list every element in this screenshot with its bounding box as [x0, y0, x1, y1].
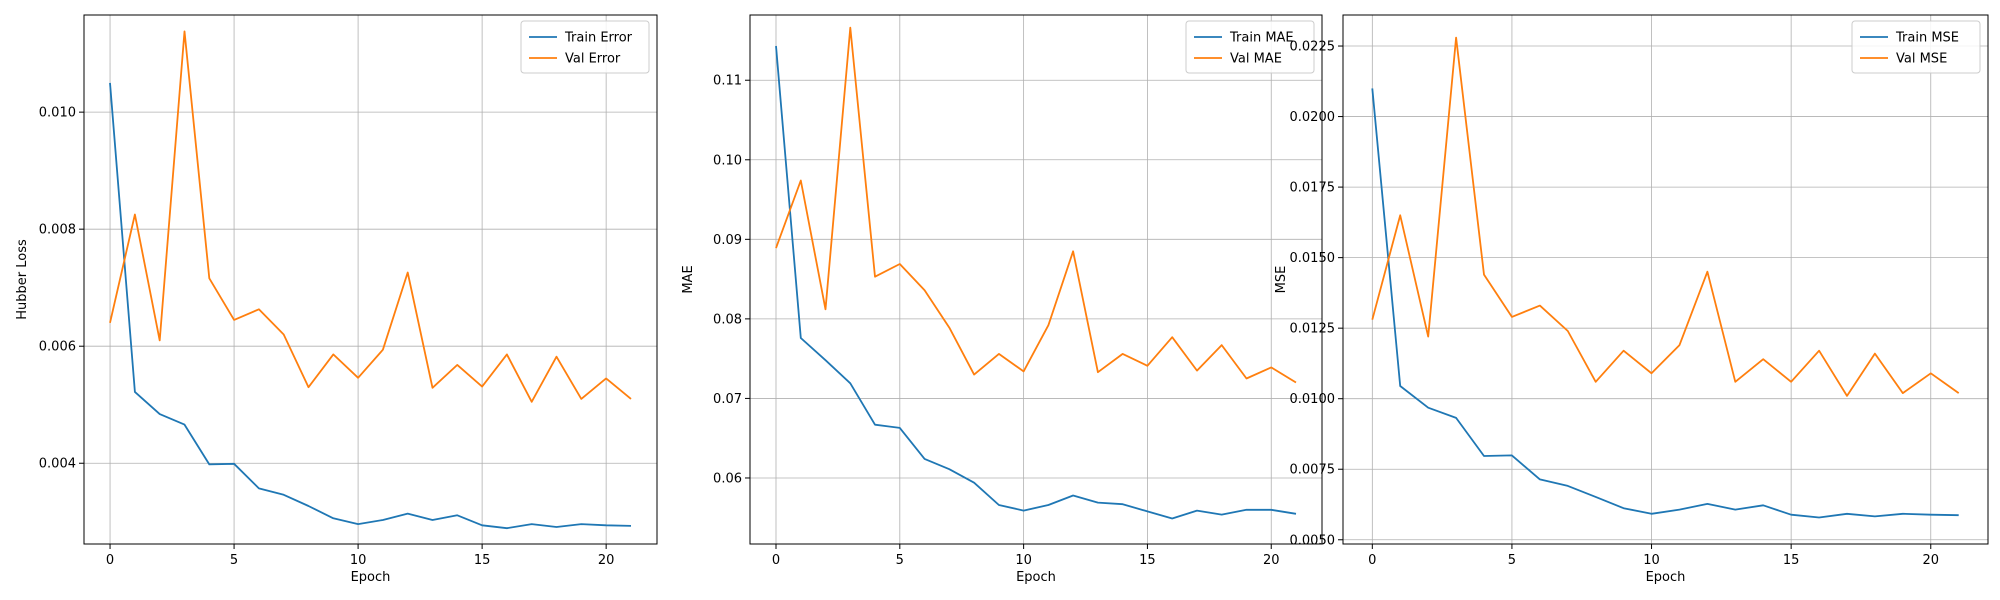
- chart-panel-3: 0 5 10 15 20 0.0050 0.0075 0.0100 0.0125 0.0150 0.…: [1274, 14, 1989, 585]
- x-tick-label: 10: [1015, 553, 1032, 568]
- y-tick-label: 0.09: [713, 233, 742, 248]
- y-tick-label: 0.010: [39, 106, 76, 121]
- y-tick-label: 0.08: [713, 312, 742, 327]
- plot-frame: [1342, 14, 1989, 545]
- x-tick-label: 5: [896, 553, 904, 568]
- legend-label-1: Train MSE: [1895, 31, 1959, 46]
- legend: Train MSE Val MSE: [1851, 20, 1981, 74]
- legend: Train Error Val Error: [520, 20, 650, 74]
- legend-label-1: Train Error: [564, 31, 633, 46]
- legend-label-1: Train MAE: [1229, 31, 1294, 46]
- y-tick-label: 0.10: [713, 153, 742, 168]
- x-tick-label: 5: [230, 553, 238, 568]
- x-tick-label: 20: [1922, 553, 1939, 568]
- y-tick-label: 0.0125: [1290, 322, 1336, 337]
- x-tick-label: 10: [1643, 553, 1660, 568]
- x-axis-label: Epoch: [351, 570, 391, 585]
- y-tick-label: 0.0100: [1290, 392, 1336, 407]
- y-tick-label: 0.0200: [1290, 110, 1336, 125]
- legend: Train MAE Val MAE: [1185, 20, 1315, 74]
- y-tick-label: 0.11: [713, 74, 742, 89]
- series-line-1: [1371, 88, 1959, 519]
- legend-box: [1185, 20, 1315, 74]
- y-tick-label: 0.07: [713, 392, 742, 407]
- series-line-1: [109, 82, 632, 530]
- y-tick-label: 0.006: [39, 340, 76, 355]
- x-axis-label: Epoch: [1016, 570, 1056, 585]
- chart-panel-1: 0 5 10 15 20 0.004 0.006 0.008 0.010 Epoch Hubber …: [15, 14, 658, 585]
- series-line-2: [775, 26, 1297, 384]
- y-tick-label: 0.004: [39, 457, 76, 472]
- legend-box: [1851, 20, 1981, 74]
- x-tick-label: 0: [106, 553, 114, 568]
- x-tick-label: 15: [1139, 553, 1156, 568]
- chart-panel-2: 0 5 10 15 20 0.06 0.07 0.08 0.09 0.10 0.11 Epoch MAE…: [681, 14, 1323, 585]
- x-tick-label: 10: [350, 553, 367, 568]
- y-tick-label: 0.0225: [1290, 40, 1336, 55]
- y-tick-label: 0.0050: [1290, 533, 1336, 548]
- plot-frame: [83, 14, 658, 545]
- y-axis-label: MSE: [1274, 266, 1289, 294]
- series-line-2: [1371, 36, 1960, 397]
- y-tick-label: 0.008: [39, 223, 76, 238]
- y-tick-label: 0.06: [713, 471, 742, 486]
- y-tick-label: 0.0175: [1290, 181, 1336, 196]
- y-axis-label: MAE: [681, 265, 696, 293]
- y-tick-label: 0.0075: [1290, 463, 1336, 478]
- x-axis-label: Epoch: [1646, 570, 1686, 585]
- x-tick-label: 0: [1368, 553, 1376, 568]
- plot-frame: [749, 14, 1323, 545]
- y-axis-label: Hubber Loss: [15, 239, 30, 320]
- series-line-1: [775, 45, 1297, 520]
- x-tick-label: 5: [1508, 553, 1516, 568]
- x-tick-label: 20: [598, 553, 615, 568]
- x-tick-label: 15: [1783, 553, 1800, 568]
- legend-label-2: Val MAE: [1230, 52, 1282, 67]
- x-tick-label: 15: [474, 553, 491, 568]
- x-tick-label: 20: [1263, 553, 1280, 568]
- legend-label-2: Val MSE: [1896, 52, 1947, 67]
- legend-label-2: Val Error: [565, 52, 621, 67]
- series-line-2: [109, 30, 632, 403]
- x-tick-label: 0: [772, 553, 780, 568]
- legend-box: [520, 20, 650, 74]
- y-tick-label: 0.0150: [1290, 251, 1336, 266]
